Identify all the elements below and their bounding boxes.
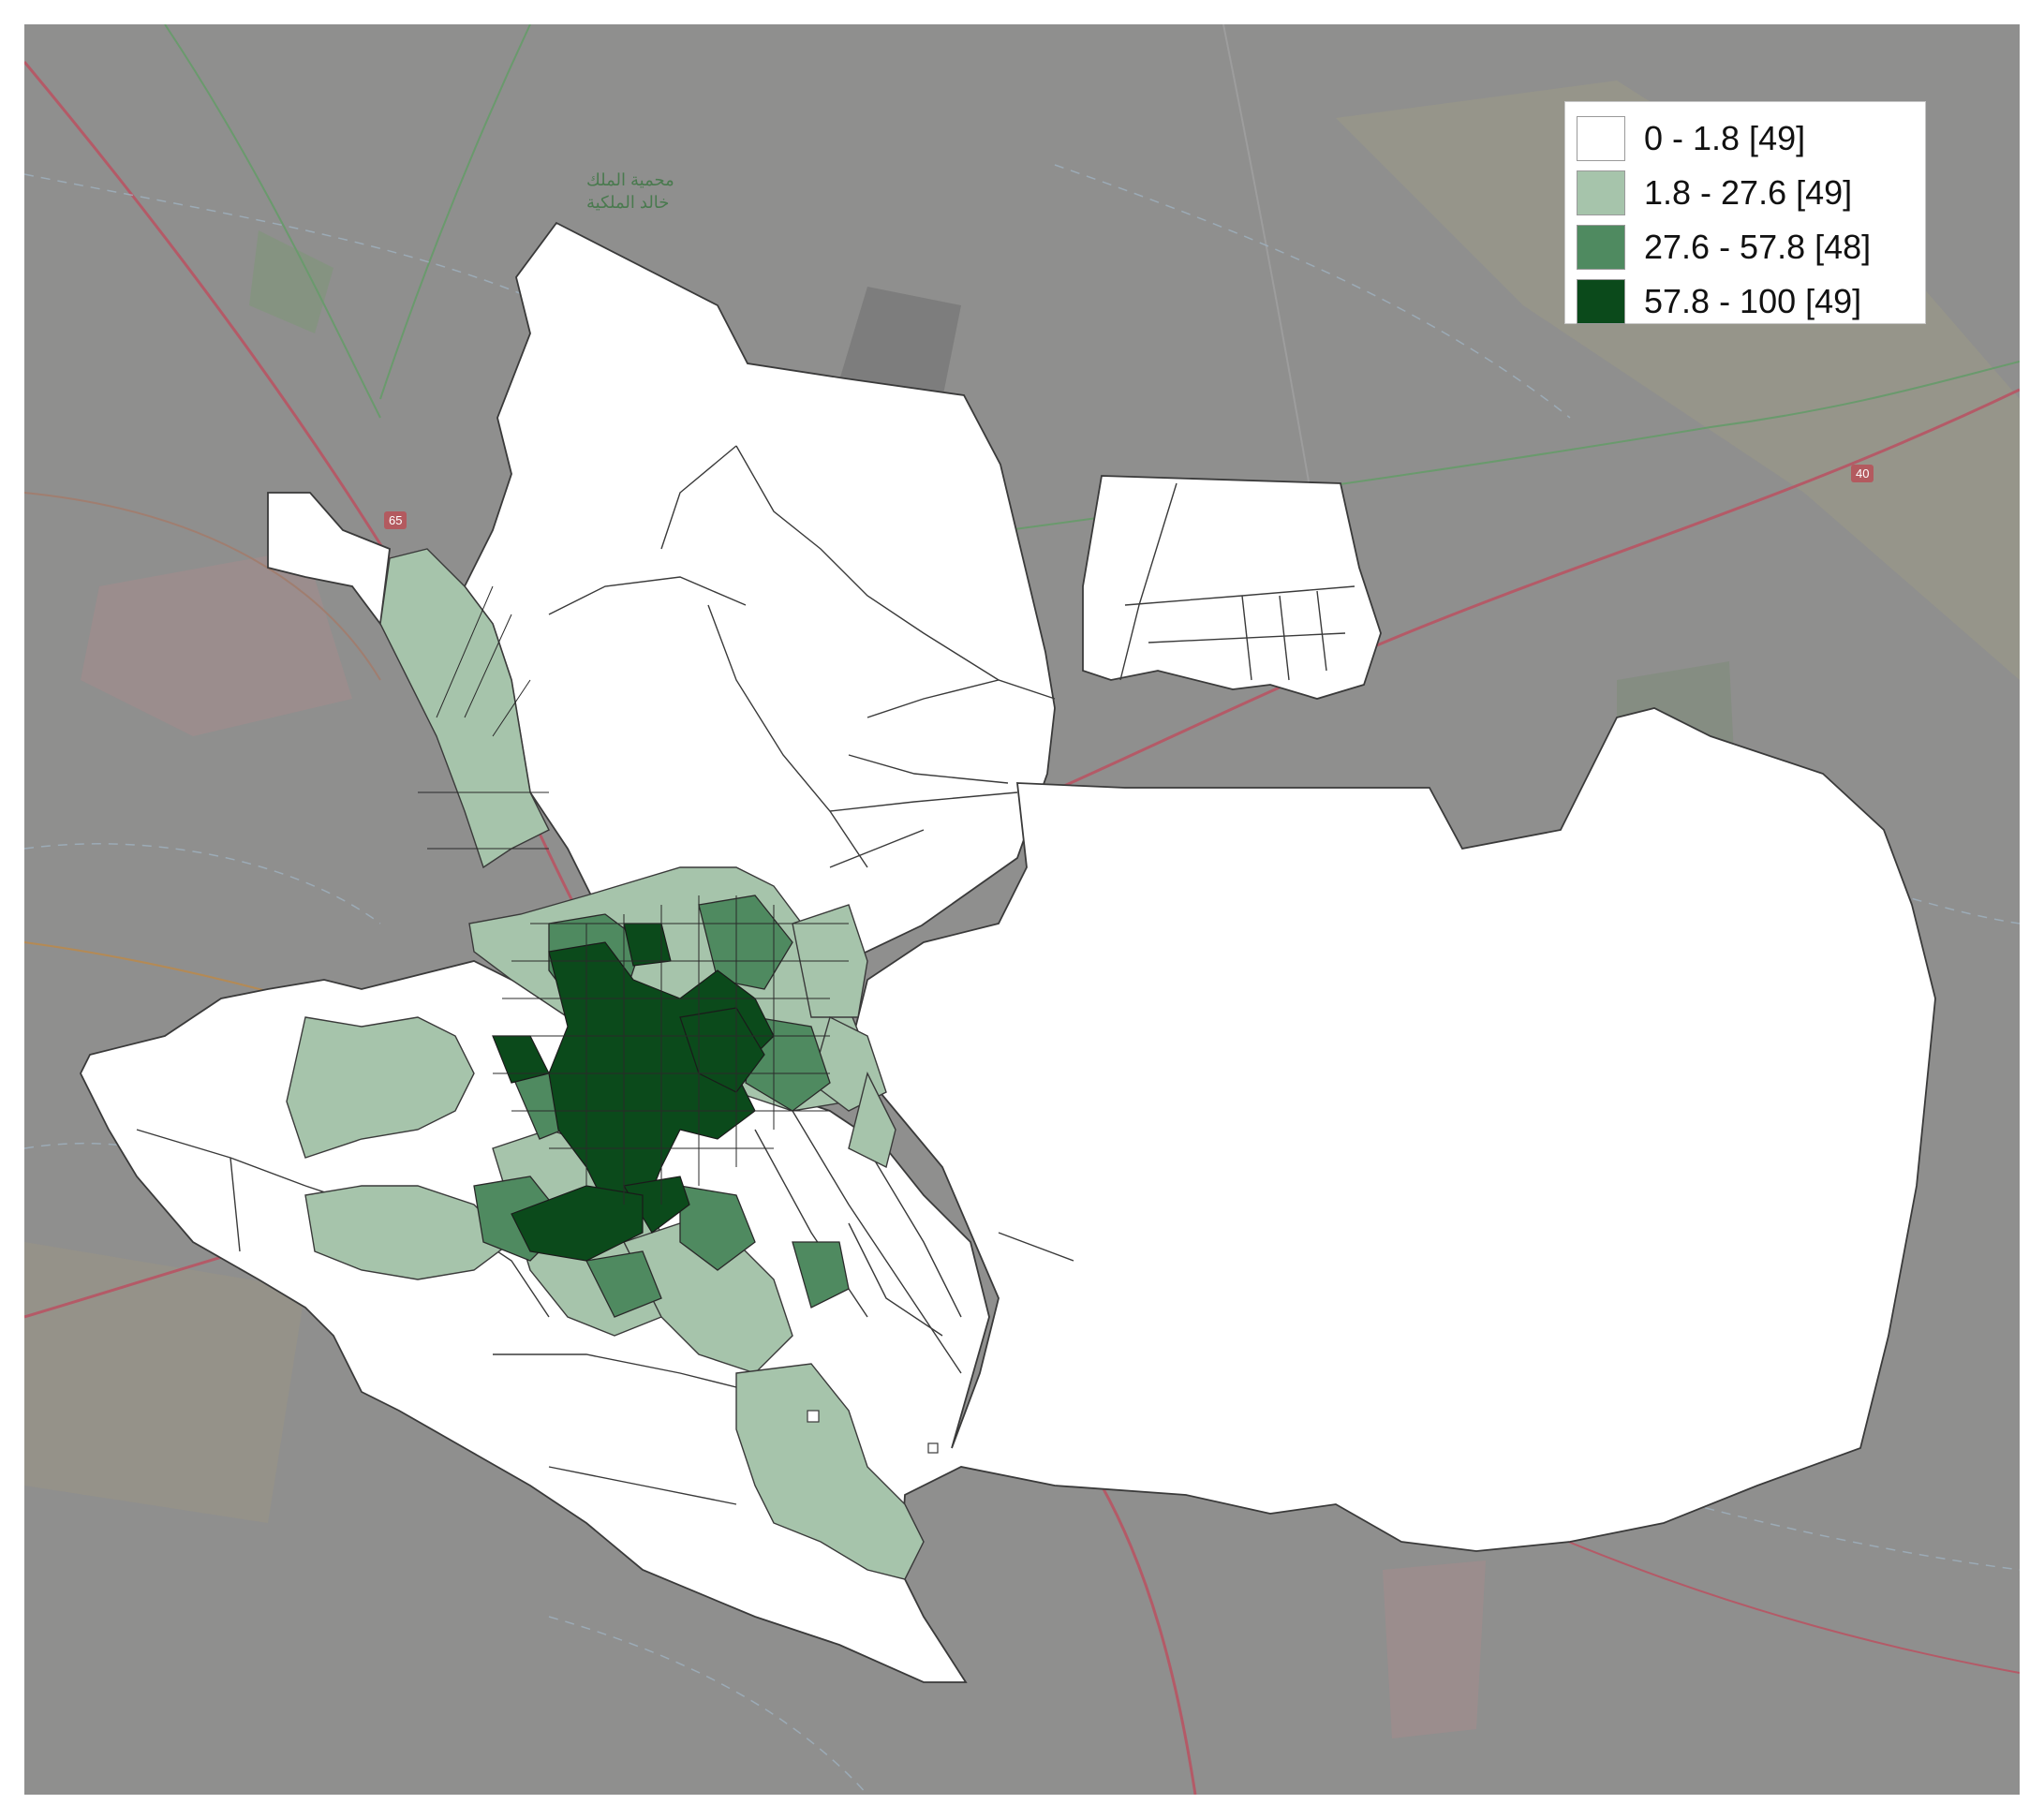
legend-swatch-class-1 xyxy=(1577,116,1625,161)
choropleth-map xyxy=(24,24,2020,1795)
legend-item: 27.6 - 57.8 [48] xyxy=(1577,220,1914,274)
legend-item: 0 - 1.8 [49] xyxy=(1577,111,1914,166)
legend-label-class-1: 0 - 1.8 [49] xyxy=(1644,119,1806,157)
basemap-reserve-label-line1: محمية الملك xyxy=(586,170,674,189)
basemap-reserve-label-line2: خالد الملكية xyxy=(586,193,670,212)
legend-label-class-4: 57.8 - 100 [49] xyxy=(1644,282,1862,320)
districts-low xyxy=(79,221,1936,1683)
legend-item: 1.8 - 27.6 [49] xyxy=(1577,166,1914,220)
legend-item: 57.8 - 100 [49] xyxy=(1577,274,1914,329)
legend: 0 - 1.8 [49] 1.8 - 27.6 [49] 27.6 - 57.8… xyxy=(1564,101,1926,324)
legend-swatch-class-2 xyxy=(1577,170,1625,215)
legend-label-class-2: 1.8 - 27.6 [49] xyxy=(1644,173,1853,212)
legend-swatch-class-4 xyxy=(1577,279,1625,324)
district-islands xyxy=(807,1410,939,1454)
road-shield-40: 40 xyxy=(1851,465,1874,482)
legend-label-class-3: 27.6 - 57.8 [48] xyxy=(1644,228,1872,266)
core-grid-lines xyxy=(418,585,849,1205)
road-shield-65: 65 xyxy=(384,511,407,529)
legend-swatch-class-3 xyxy=(1577,225,1625,270)
